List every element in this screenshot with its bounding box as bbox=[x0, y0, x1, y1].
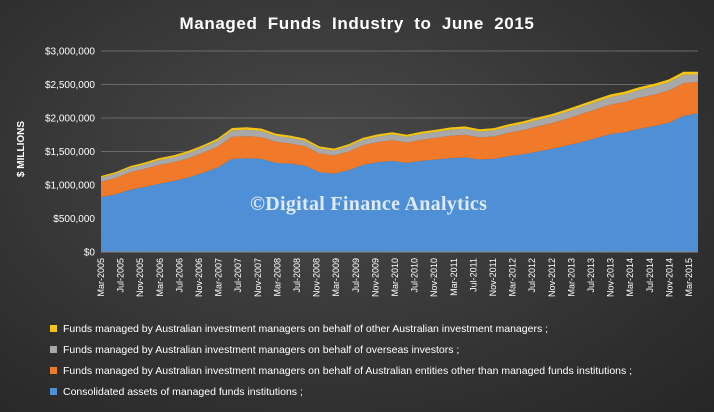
legend-swatch-consolidated bbox=[50, 388, 57, 395]
legend: Funds managed by Australian investment m… bbox=[50, 318, 632, 402]
y-tick-label: $1,000,000 bbox=[45, 181, 95, 192]
watermark-text: ©Digital Finance Analytics bbox=[250, 193, 488, 215]
x-tick-label: Jul-2011 bbox=[468, 258, 478, 292]
legend-item: Funds managed by Australian investment m… bbox=[50, 339, 632, 360]
legend-label: Consolidated assets of managed funds ins… bbox=[63, 385, 303, 398]
legend-label: Funds managed by Australian investment m… bbox=[63, 343, 460, 356]
x-tick-label: Mar-2006 bbox=[155, 258, 165, 297]
x-tick-label: Mar-2009 bbox=[331, 258, 341, 297]
x-tick-label: Mar-2010 bbox=[390, 258, 400, 297]
x-tick-label: Jul-2005 bbox=[116, 258, 126, 293]
area-series-0 bbox=[101, 113, 698, 252]
x-tick-label: Mar-2011 bbox=[449, 258, 459, 296]
legend-swatch-overseas bbox=[50, 346, 57, 353]
x-tick-label: Nov-2014 bbox=[664, 258, 674, 297]
x-tick-label: Mar-2013 bbox=[566, 258, 576, 297]
legend-label: Funds managed by Australian investment m… bbox=[63, 322, 549, 335]
x-tick-label: Nov-2007 bbox=[253, 258, 263, 297]
x-tick-label: Nov-2012 bbox=[547, 258, 557, 297]
y-tick-label: $3,000,000 bbox=[45, 47, 95, 58]
x-tick-label: Nov-2009 bbox=[370, 258, 380, 297]
x-tick-label: Mar-2014 bbox=[625, 258, 635, 297]
x-tick-label: Jul-2006 bbox=[174, 258, 184, 293]
x-tick-label: Mar-2015 bbox=[684, 258, 694, 297]
x-tick-label: Mar-2007 bbox=[214, 258, 224, 297]
x-tick-label: Jul-2014 bbox=[645, 258, 655, 293]
x-tick-label: Nov-2011 bbox=[488, 258, 498, 296]
y-tick-label: $2,000,000 bbox=[45, 114, 95, 125]
x-tick-label: Jul-2012 bbox=[527, 258, 537, 293]
legend-item: Funds managed by Australian investment m… bbox=[50, 360, 632, 381]
x-tick-label: Jul-2009 bbox=[351, 258, 361, 293]
legend-item: Funds managed by Australian investment m… bbox=[50, 318, 632, 339]
x-tick-label: Mar-2008 bbox=[272, 258, 282, 297]
legend-item: Consolidated assets of managed funds ins… bbox=[50, 381, 632, 402]
y-tick-label: $1,500,000 bbox=[45, 147, 95, 158]
legend-label: Funds managed by Australian investment m… bbox=[63, 364, 633, 377]
x-tick-label: Nov-2013 bbox=[606, 258, 616, 297]
x-tick-label: Jul-2013 bbox=[586, 258, 596, 293]
chart-title: Managed Funds Industry to June 2015 bbox=[179, 14, 535, 33]
legend-swatch-other-managers bbox=[50, 325, 57, 332]
y-tick-label: $0 bbox=[84, 248, 96, 259]
x-tick-label: Nov-2005 bbox=[135, 258, 145, 297]
x-tick-label: Jul-2008 bbox=[292, 258, 302, 293]
x-tick-label: Jul-2007 bbox=[233, 258, 243, 293]
x-tick-label: Nov-2010 bbox=[429, 258, 439, 297]
legend-swatch-australian-entities bbox=[50, 367, 57, 374]
area-series-1 bbox=[101, 81, 698, 198]
y-axis-label: $ MILLIONS bbox=[16, 120, 27, 178]
x-tick-label: Mar-2005 bbox=[96, 258, 106, 297]
x-tick-label: Jul-2010 bbox=[410, 258, 420, 293]
x-tick-label: Nov-2008 bbox=[312, 258, 322, 297]
y-tick-label: $500,000 bbox=[53, 214, 95, 225]
x-tick-label: Nov-2006 bbox=[194, 258, 204, 297]
x-tick-label: Mar-2012 bbox=[508, 258, 518, 297]
y-tick-label: $2,500,000 bbox=[45, 80, 95, 91]
